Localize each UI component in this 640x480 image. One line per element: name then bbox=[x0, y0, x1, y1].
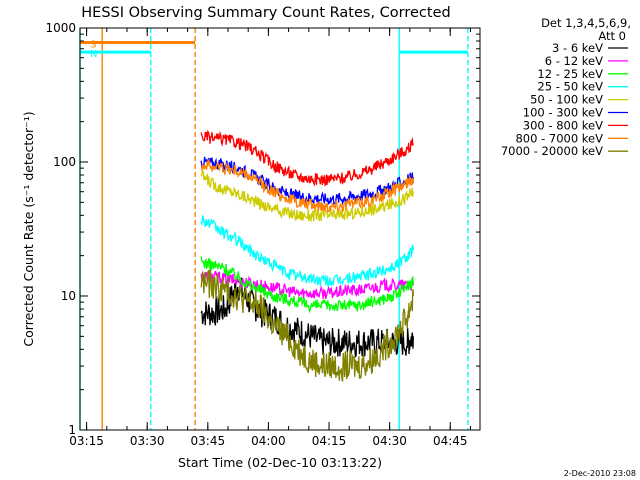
legend-label: 100 - 300 keV bbox=[523, 106, 603, 120]
x-tick-label: 04:00 bbox=[251, 434, 286, 448]
y-tick-label: 1000 bbox=[45, 21, 76, 35]
legend-label: 6 - 12 keV bbox=[545, 54, 603, 68]
y-axis: 1 10 100 1000 bbox=[45, 21, 480, 437]
legend-label: 800 - 7000 keV bbox=[515, 131, 603, 145]
legend-header-attenuator: Att 0 bbox=[598, 29, 626, 43]
interval-label: N bbox=[90, 49, 97, 60]
legend-label: 300 - 800 keV bbox=[523, 118, 603, 132]
x-tick-label: 04:30 bbox=[372, 434, 407, 448]
legend-label: 50 - 100 keV bbox=[530, 93, 603, 107]
x-tick-label: 03:45 bbox=[191, 434, 226, 448]
chart-title: HESSI Observing Summary Count Rates, Cor… bbox=[81, 5, 450, 21]
x-axis: 03:15 03:30 03:45 04:00 04:15 04:30 04:45 bbox=[69, 28, 471, 448]
legend-label: 12 - 25 keV bbox=[537, 67, 603, 81]
x-tick-label: 04:15 bbox=[312, 434, 347, 448]
legend-label: 25 - 50 keV bbox=[537, 80, 603, 94]
interval-label: S bbox=[90, 39, 96, 50]
y-tick-label: 1 bbox=[68, 423, 76, 437]
series-line bbox=[200, 129, 414, 187]
series-line bbox=[200, 269, 414, 383]
series-layer bbox=[200, 129, 414, 383]
y-tick-label: 10 bbox=[61, 289, 76, 303]
x-tick-label: 04:45 bbox=[433, 434, 468, 448]
marker-layer: SN bbox=[79, 28, 469, 430]
y-axis-label: Corrected Count Rate (s⁻¹ detector⁻¹) bbox=[21, 111, 36, 346]
series-line bbox=[200, 158, 414, 214]
legend-label: 3 - 6 keV bbox=[552, 41, 603, 55]
y-tick-label: 100 bbox=[53, 155, 76, 169]
x-tick-label: 03:15 bbox=[69, 434, 104, 448]
plot-timestamp: 2-Dec-2010 23:08 bbox=[564, 469, 636, 478]
series-line bbox=[200, 214, 414, 287]
x-tick-label: 03:30 bbox=[130, 434, 165, 448]
series-line bbox=[200, 168, 414, 223]
legend-header-detectors: Det 1,3,4,5,6,9, bbox=[541, 16, 631, 30]
series-line bbox=[200, 270, 414, 300]
x-axis-label: Start Time (02-Dec-10 03:13:22) bbox=[178, 455, 382, 470]
series-line bbox=[200, 277, 414, 359]
plot-frame bbox=[79, 27, 481, 431]
series-line bbox=[200, 256, 414, 314]
legend-label: 7000 - 20000 keV bbox=[501, 144, 603, 158]
